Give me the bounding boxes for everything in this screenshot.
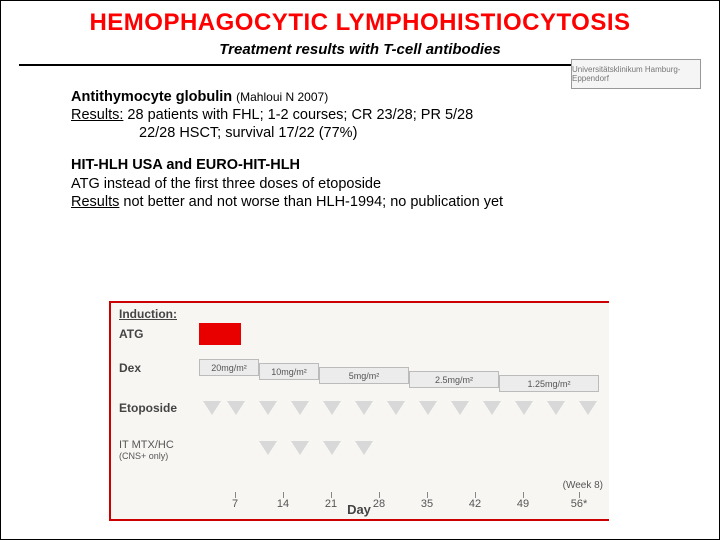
chart-label-induction: Induction:: [119, 307, 177, 321]
etoposide-marker: [419, 401, 437, 415]
etoposide-marker: [323, 401, 341, 415]
hithlh-results-label: Results: [71, 194, 119, 210]
x-axis-ticks: 7 14 21 28 35 42 49 56*: [199, 492, 599, 493]
etoposide-marker: [227, 401, 245, 415]
chart-label-cns: (CNS+ only): [119, 451, 168, 461]
itmtx-marker: [355, 441, 373, 455]
dex-bar-5: 1.25mg/m²: [499, 375, 599, 392]
dex-bar-3: 5mg/m²: [319, 367, 409, 384]
etoposide-marker: [387, 401, 405, 415]
slide-title: HEMOPHAGOCYTIC LYMPHOHISTIOCYTOSIS: [1, 9, 719, 37]
chart-label-itmtx: IT MTX/HC: [119, 439, 174, 451]
slide-subtitle: Treatment results with T-cell antibodies: [1, 41, 719, 58]
dex-bar-4: 2.5mg/m²: [409, 371, 499, 388]
chart-label-atg: ATG: [119, 327, 143, 341]
atg-results-line1: 28 patients with FHL; 1-2 courses; CR 23…: [127, 107, 473, 123]
paragraph-atg: Antithymocyte globulin (Mahloui N 2007) …: [71, 88, 665, 142]
atg-heading: Antithymocyte globulin: [71, 89, 236, 105]
etoposide-marker: [203, 401, 221, 415]
itmtx-marker: [259, 441, 277, 455]
x-axis-label: Day: [109, 502, 609, 517]
etoposide-marker: [259, 401, 277, 415]
atg-dose-block: [199, 323, 241, 345]
hithlh-heading: HIT-HLH USA and EURO-HIT-HLH: [71, 157, 300, 173]
hithlh-line2: not better and not worse than HLH-1994; …: [123, 194, 503, 210]
chart-label-dex: Dex: [119, 361, 141, 375]
protocol-chart: Induction: ATG Dex Etoposide IT MTX/HC (…: [109, 301, 609, 521]
dex-bar-2: 10mg/m²: [259, 363, 319, 380]
week8-note: (Week 8): [563, 480, 603, 491]
hithlh-line1: ATG instead of the first three doses of …: [71, 176, 381, 192]
itmtx-marker: [291, 441, 309, 455]
etoposide-marker: [515, 401, 533, 415]
etoposide-marker: [579, 401, 597, 415]
dex-bar-1: 20mg/m²: [199, 359, 259, 376]
etoposide-marker: [483, 401, 501, 415]
paragraph-hithlh: HIT-HLH USA and EURO-HIT-HLH ATG instead…: [71, 156, 665, 210]
institution-logo: Universitätsklinikum Hamburg-Eppendorf: [571, 59, 701, 89]
atg-citation: (Mahloui N 2007): [236, 90, 328, 104]
etoposide-marker: [291, 401, 309, 415]
etoposide-marker: [547, 401, 565, 415]
etoposide-marker: [451, 401, 469, 415]
results-label: Results:: [71, 107, 123, 123]
chart-label-etoposide: Etoposide: [119, 401, 177, 415]
etoposide-marker: [355, 401, 373, 415]
atg-results-line2: 22/28 HSCT; survival 17/22 (77%): [71, 125, 357, 141]
itmtx-marker: [323, 441, 341, 455]
